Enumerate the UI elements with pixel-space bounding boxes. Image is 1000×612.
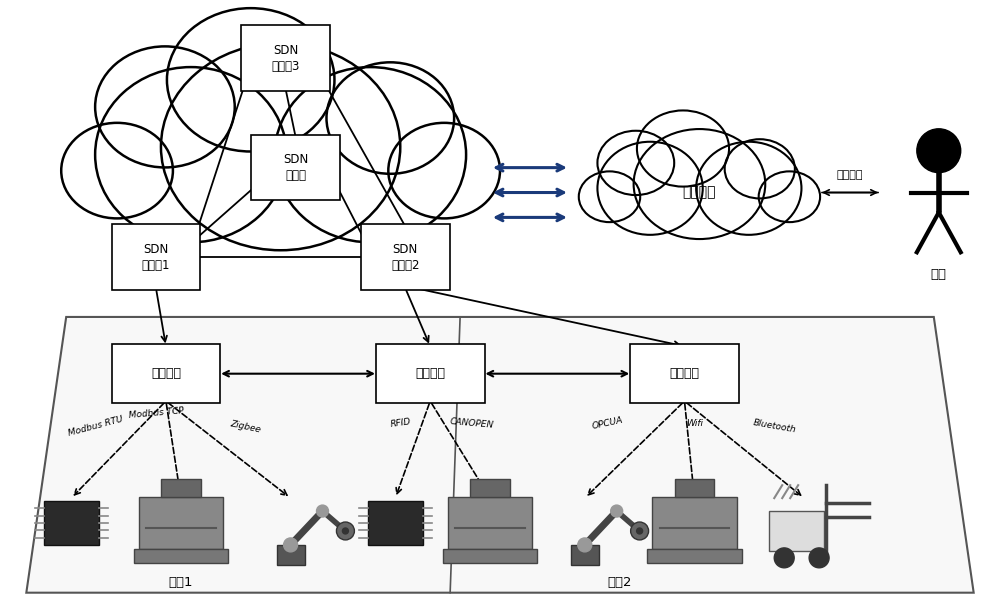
Ellipse shape xyxy=(61,123,173,218)
FancyBboxPatch shape xyxy=(376,345,485,403)
FancyBboxPatch shape xyxy=(769,511,824,551)
Text: SDN
交换机3: SDN 交换机3 xyxy=(271,43,300,73)
Text: SDN
交换机2: SDN 交换机2 xyxy=(391,243,420,272)
Ellipse shape xyxy=(634,129,765,239)
FancyBboxPatch shape xyxy=(571,545,599,565)
Ellipse shape xyxy=(597,131,674,195)
Circle shape xyxy=(774,548,794,568)
Ellipse shape xyxy=(275,67,466,242)
FancyBboxPatch shape xyxy=(277,545,305,565)
Text: Modbus RTU: Modbus RTU xyxy=(68,415,125,438)
Ellipse shape xyxy=(637,110,729,187)
Text: Modbus TCP: Modbus TCP xyxy=(128,406,184,420)
Text: 用户: 用户 xyxy=(931,267,947,281)
Ellipse shape xyxy=(579,171,640,222)
FancyBboxPatch shape xyxy=(630,345,739,403)
Circle shape xyxy=(578,538,592,552)
Circle shape xyxy=(631,522,649,540)
Text: Wifi: Wifi xyxy=(686,419,703,428)
Ellipse shape xyxy=(161,43,400,250)
Circle shape xyxy=(336,522,354,540)
Circle shape xyxy=(809,548,829,568)
Text: 云服务器: 云服务器 xyxy=(683,185,716,200)
Text: SDN
控制器: SDN 控制器 xyxy=(283,153,308,182)
FancyBboxPatch shape xyxy=(448,497,532,549)
Ellipse shape xyxy=(95,47,235,168)
FancyBboxPatch shape xyxy=(251,135,340,201)
Ellipse shape xyxy=(95,67,287,242)
Text: 接入服务: 接入服务 xyxy=(837,170,863,179)
FancyBboxPatch shape xyxy=(112,225,200,290)
Ellipse shape xyxy=(759,171,820,222)
Text: CANOPEN: CANOPEN xyxy=(450,417,494,430)
Text: 车间1: 车间1 xyxy=(169,577,193,589)
Circle shape xyxy=(637,528,643,534)
Text: 车间2: 车间2 xyxy=(607,577,632,589)
Circle shape xyxy=(342,528,348,534)
Circle shape xyxy=(611,505,623,517)
Text: Zigbee: Zigbee xyxy=(230,419,262,434)
Text: RFID: RFID xyxy=(389,417,411,430)
FancyBboxPatch shape xyxy=(675,479,714,497)
FancyBboxPatch shape xyxy=(139,497,223,549)
Text: 智能网关: 智能网关 xyxy=(669,367,699,380)
FancyBboxPatch shape xyxy=(44,501,99,545)
FancyBboxPatch shape xyxy=(112,345,220,403)
Ellipse shape xyxy=(696,142,801,235)
FancyBboxPatch shape xyxy=(652,497,737,549)
Ellipse shape xyxy=(388,123,500,218)
Circle shape xyxy=(317,505,328,517)
Text: OPCUA: OPCUA xyxy=(591,416,624,431)
Text: 智能网关: 智能网关 xyxy=(415,367,445,380)
Ellipse shape xyxy=(326,62,454,174)
FancyBboxPatch shape xyxy=(443,549,537,563)
Ellipse shape xyxy=(597,142,703,235)
Text: 智能网关: 智能网关 xyxy=(151,367,181,380)
FancyBboxPatch shape xyxy=(241,25,330,91)
Polygon shape xyxy=(26,317,974,592)
FancyBboxPatch shape xyxy=(161,479,201,497)
FancyBboxPatch shape xyxy=(647,549,742,563)
Circle shape xyxy=(917,129,961,173)
FancyBboxPatch shape xyxy=(361,225,450,290)
Text: Bluetooth: Bluetooth xyxy=(752,418,796,435)
FancyBboxPatch shape xyxy=(368,501,423,545)
Text: SDN
交换机1: SDN 交换机1 xyxy=(142,243,170,272)
Circle shape xyxy=(284,538,298,552)
Ellipse shape xyxy=(725,139,795,198)
FancyBboxPatch shape xyxy=(470,479,510,497)
FancyBboxPatch shape xyxy=(134,549,228,563)
Ellipse shape xyxy=(167,8,334,152)
